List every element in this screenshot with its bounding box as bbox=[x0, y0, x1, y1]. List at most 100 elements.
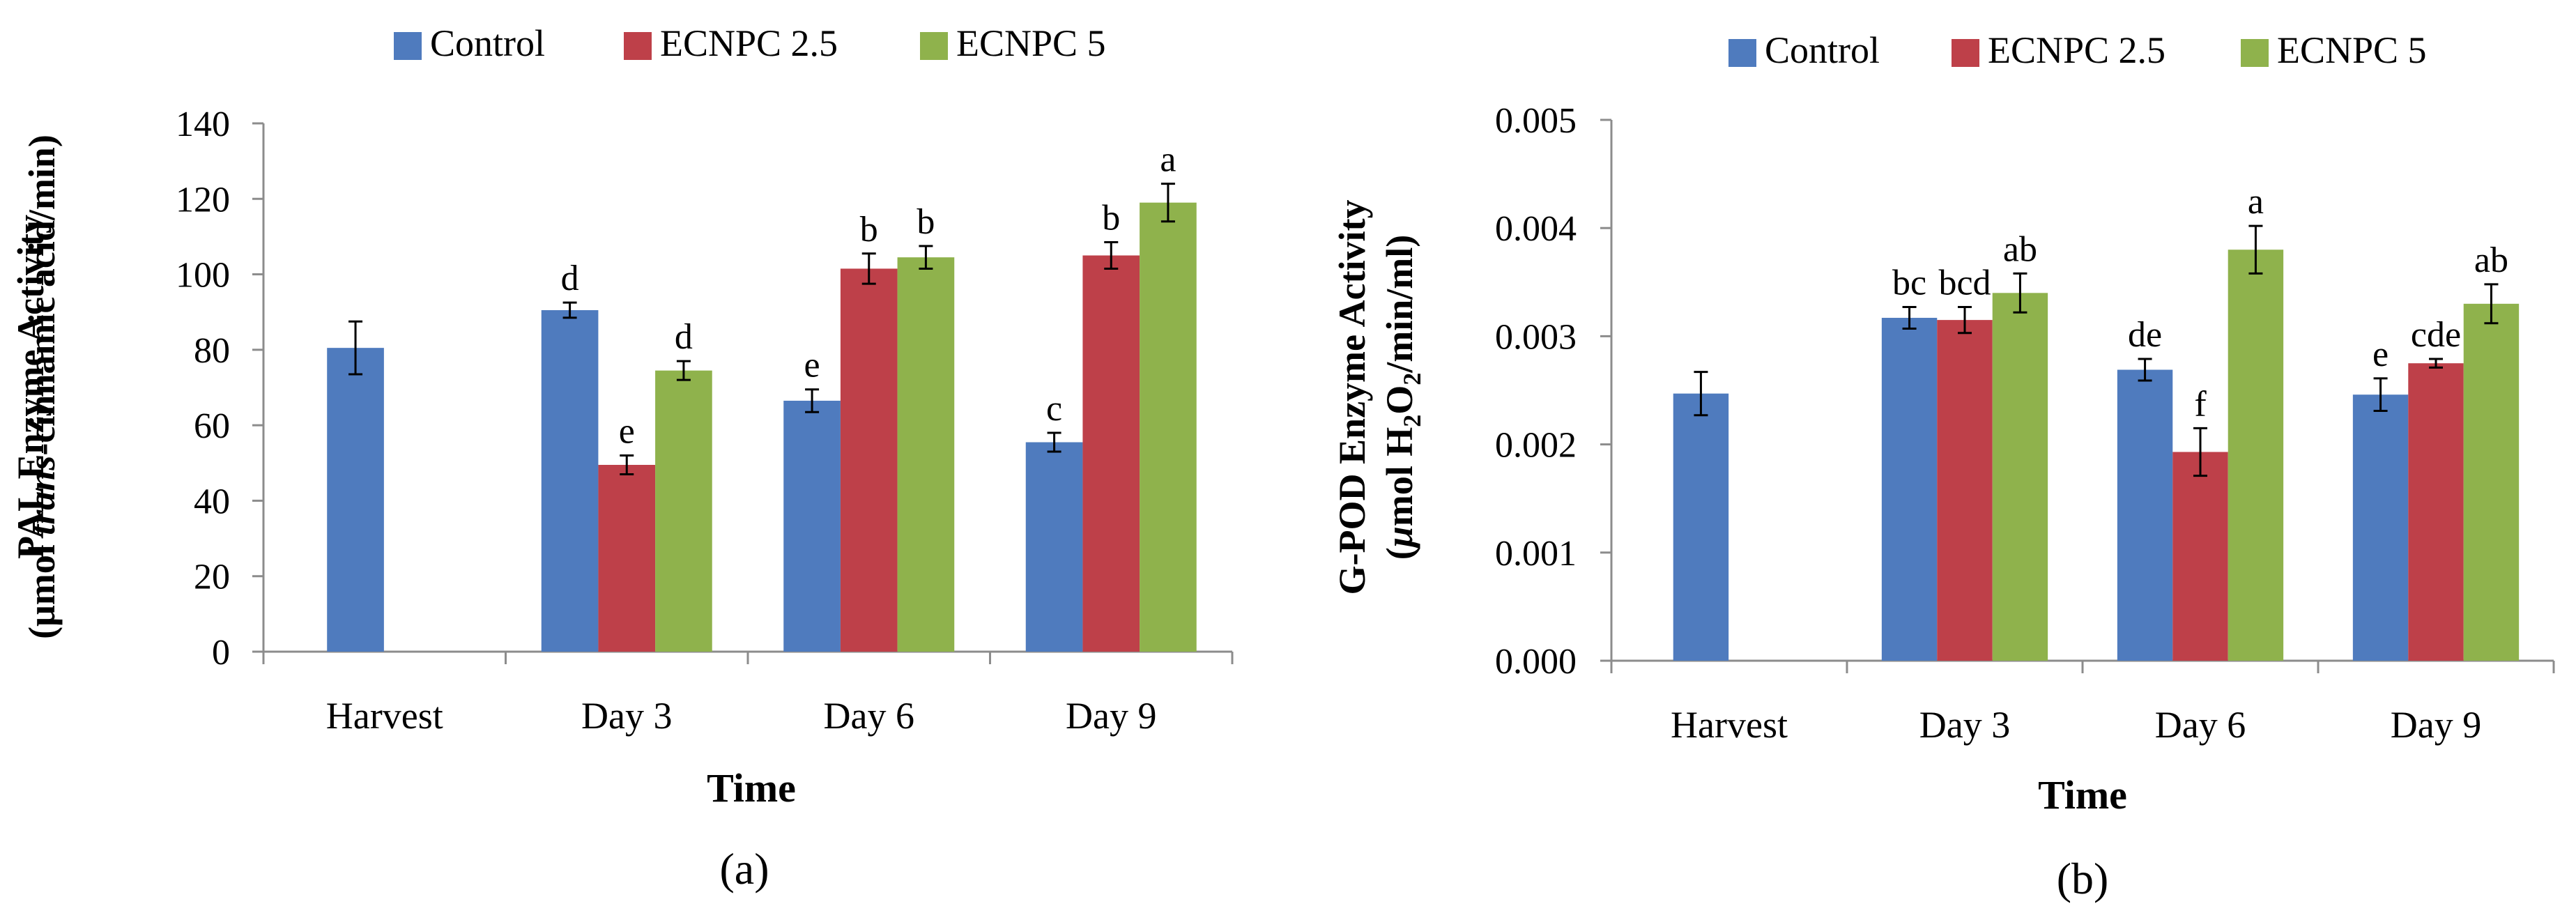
y-axis-title-b-o: O bbox=[1379, 385, 1420, 415]
chart-panel-b: Control ECNPC 2.5 ECNPC 5 0.0000.0010.00… bbox=[1331, 29, 2555, 903]
y-tick-label-b: 0.002 bbox=[1495, 426, 1577, 466]
bar-a-ecnpc-2-5-day-6 bbox=[840, 268, 898, 652]
y-axis-title-b-prefix: ( bbox=[1379, 547, 1420, 560]
bar-a-ecnpc-5-day-3 bbox=[655, 370, 712, 652]
significance-letter-a: b bbox=[860, 210, 878, 250]
significance-letter-a: e bbox=[619, 411, 635, 451]
significance-letter-a: b bbox=[1102, 199, 1120, 238]
y-axis-title-b: (μmol H2O2/min/ml) bbox=[1379, 235, 1426, 560]
bar-a-control-day-6 bbox=[783, 400, 841, 652]
legend-label-ecnpc5-a: ECNPC 5 bbox=[956, 22, 1106, 64]
y-tick-label-a: 100 bbox=[176, 256, 230, 296]
y-tick-label-b: 0.005 bbox=[1495, 101, 1577, 141]
error-bars-b bbox=[1694, 224, 2499, 477]
significance-letter-a: e bbox=[804, 346, 820, 385]
y-axis-title-b-sub1: 2 bbox=[1398, 415, 1426, 427]
y-tick-label-b: 0.003 bbox=[1495, 317, 1577, 357]
bar-a-control-day-3 bbox=[541, 310, 599, 652]
bar-a-ecnpc-5-day-9 bbox=[1140, 202, 1197, 652]
y-axis-title-b-suffix: /min/ml) bbox=[1379, 235, 1420, 374]
y-axis-title-b-mu: μ bbox=[1379, 526, 1420, 549]
bar-b-ecnpc-5-day-3 bbox=[1992, 293, 2048, 661]
bar-a-ecnpc-2-5-day-9 bbox=[1082, 255, 1140, 652]
x-category-label-a: Day 9 bbox=[1066, 695, 1156, 737]
significance-letter-a: d bbox=[561, 259, 579, 298]
y-tick-label-b: 0.001 bbox=[1495, 534, 1577, 574]
y-axis-title-a-line1: (μmol bbox=[21, 535, 63, 639]
legend-swatch-ecnpc25-a bbox=[624, 32, 652, 60]
bars-b bbox=[1673, 250, 2520, 661]
y-axis-title-a-italic: trans bbox=[21, 456, 63, 535]
bar-b-ecnpc-2-5-day-6 bbox=[2172, 452, 2228, 661]
legend-swatch-control-b bbox=[1728, 39, 1756, 67]
x-category-label-b: Day 6 bbox=[2155, 704, 2246, 746]
significance-letter-a: a bbox=[1160, 140, 1176, 180]
x-category-labels-b: Harvest Day 3 Day 6 Day 9 bbox=[1671, 704, 2481, 746]
y-tick-label-b: 0.000 bbox=[1495, 642, 1577, 682]
legend-swatch-ecnpc25-b bbox=[1952, 39, 1979, 67]
y-axis-title-a: (μmol trans-cinnamic acid/min) bbox=[21, 135, 63, 639]
legend-label-ecnpc25-a: ECNPC 2.5 bbox=[660, 22, 838, 64]
chart-panel-a: Control ECNPC 2.5 ECNPC 5 0 20 40 60 80 100 12… bbox=[10, 22, 1234, 894]
bar-a-control-harvest bbox=[327, 348, 384, 652]
x-category-label-a: Day 3 bbox=[581, 695, 672, 737]
significance-letter-b: bc bbox=[1892, 263, 1926, 302]
legend-a: Control ECNPC 2.5 ECNPC 5 bbox=[394, 22, 1106, 64]
bar-b-ecnpc-2-5-day-9 bbox=[2408, 363, 2464, 661]
significance-letter-b: de bbox=[2128, 315, 2162, 355]
x-category-label-a: Day 6 bbox=[824, 695, 914, 737]
legend-label-control-b: Control bbox=[1765, 29, 1880, 71]
y-tick-label-b: 0.004 bbox=[1495, 209, 1577, 249]
legend-b: Control ECNPC 2.5 ECNPC 5 bbox=[1728, 29, 2427, 71]
panel-label-a: (a) bbox=[719, 844, 769, 894]
bar-b-ecnpc-2-5-day-3 bbox=[1937, 320, 1993, 661]
x-axis-title-a: Time bbox=[707, 765, 796, 811]
significance-letter-b: bcd bbox=[1938, 263, 1991, 302]
y-tick-labels-b: 0.000 0.001 0.002 0.003 0.004 0.005 bbox=[1495, 101, 1577, 682]
y-axis-title-b-top: G-POD Enzyme Activity bbox=[1331, 200, 1373, 595]
x-category-label-b: Harvest bbox=[1671, 704, 1788, 746]
y-tick-label-a: 140 bbox=[176, 105, 230, 144]
y-tick-label-a: 20 bbox=[194, 558, 230, 597]
legend-swatch-ecnpc5-b bbox=[2241, 39, 2269, 67]
legend-swatch-ecnpc5-a bbox=[920, 32, 948, 60]
bar-a-control-day-9 bbox=[1025, 442, 1083, 652]
significance-letter-b: cde bbox=[2411, 315, 2461, 355]
bar-b-ecnpc-5-day-9 bbox=[2463, 303, 2520, 661]
significance-letter-a: b bbox=[917, 202, 935, 242]
y-axis-title-b-mid: mol H bbox=[1379, 427, 1420, 527]
x-axis-title-b: Time bbox=[2038, 772, 2127, 818]
significance-letter-a: c bbox=[1046, 389, 1062, 429]
x-category-label-a: Harvest bbox=[326, 695, 443, 737]
bar-b-control-harvest bbox=[1673, 393, 1729, 661]
y-axis-title-b-sub2: 2 bbox=[1398, 373, 1426, 385]
legend-label-control-a: Control bbox=[430, 22, 545, 64]
y-tick-label-a: 80 bbox=[194, 331, 230, 371]
x-category-labels-a: Harvest Day 3 Day 6 Day 9 bbox=[326, 695, 1157, 737]
bar-b-control-day-3 bbox=[1881, 318, 1938, 661]
x-category-label-b: Day 3 bbox=[1919, 704, 2010, 746]
y-tick-label-a: 60 bbox=[194, 406, 230, 446]
error-bars-a bbox=[348, 183, 1175, 476]
significance-letter-b: e bbox=[2372, 335, 2389, 374]
legend-label-ecnpc25-b: ECNPC 2.5 bbox=[1988, 29, 2165, 71]
bar-a-ecnpc-5-day-6 bbox=[897, 257, 955, 652]
y-tick-label-a: 0 bbox=[212, 633, 230, 673]
panel-label-b: (b) bbox=[2057, 854, 2109, 903]
y-tick-labels-a: 0 20 40 60 80 100 120 140 bbox=[176, 105, 230, 673]
x-category-label-b: Day 9 bbox=[2391, 704, 2481, 746]
y-tick-label-a: 120 bbox=[176, 180, 230, 220]
significance-letter-a: d bbox=[675, 317, 693, 357]
legend-swatch-control-a bbox=[394, 32, 422, 60]
significance-letter-b: ab bbox=[2003, 229, 2037, 269]
significance-letter-b: f bbox=[2194, 384, 2207, 424]
y-axis-title-a-top: PAL Enzyme Activity bbox=[10, 215, 52, 559]
bar-b-control-day-9 bbox=[2352, 394, 2409, 661]
bars-a bbox=[327, 202, 1197, 652]
bar-b-ecnpc-5-day-6 bbox=[2228, 250, 2284, 661]
y-axis-title-a-suffix: -cinnamic acid/min) bbox=[21, 135, 63, 455]
legend-label-ecnpc5-b: ECNPC 5 bbox=[2277, 29, 2427, 71]
